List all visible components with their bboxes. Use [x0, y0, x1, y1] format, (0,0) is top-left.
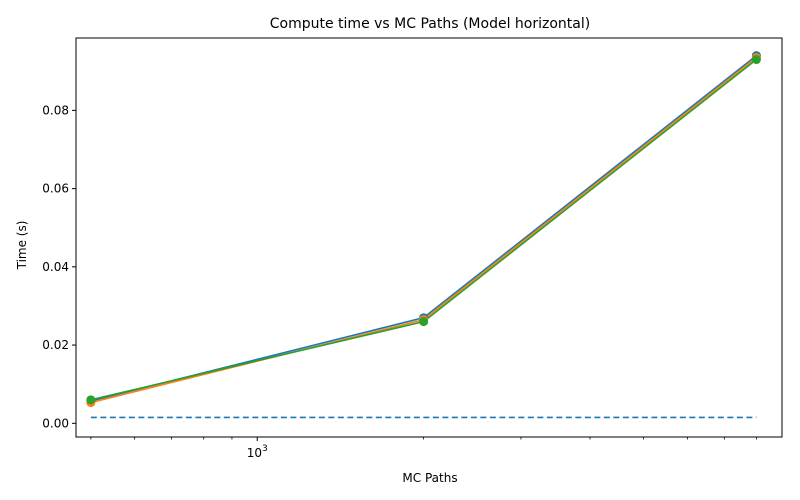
- x-axis-label: MC Paths: [402, 471, 457, 485]
- x-tick-label: 103: [247, 444, 268, 460]
- series-3-point-1: [86, 395, 96, 405]
- y-tick-label: 0.04: [42, 260, 69, 274]
- y-tick-label: 0.08: [42, 103, 69, 117]
- x-axis: 103: [90, 437, 757, 460]
- y-tick-label: 0.02: [42, 338, 69, 352]
- y-axis: 0.00 0.02 0.04 0.06 0.08: [42, 103, 76, 430]
- series-layer: [86, 51, 761, 419]
- y-tick-label: 0.00: [42, 416, 69, 430]
- y-tick-label: 0.06: [42, 182, 69, 196]
- plot-frame: [75, 37, 783, 438]
- y-axis-label: Time (s): [15, 221, 29, 271]
- series-3-point-3: [751, 55, 761, 65]
- plot-area: [75, 37, 783, 438]
- series-3-point-2: [419, 317, 429, 327]
- chart-title: Compute time vs MC Paths (Model horizont…: [270, 16, 590, 32]
